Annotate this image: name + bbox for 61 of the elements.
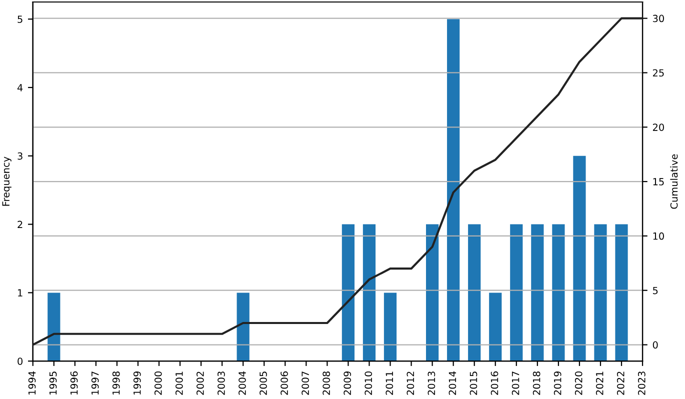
bar [362,224,376,362]
x-tick-label: 2022 [616,372,624,395]
x-tick-label: 2010 [364,371,372,395]
y-tick-label: 4 [17,84,23,92]
y-tick-label: 2 [18,220,22,228]
x-tick-label: 1997 [91,372,99,394]
bar [342,224,355,362]
bar [468,224,481,362]
bar [573,156,586,362]
x-tick-label: 2016 [490,371,498,395]
y2-tick-label: 30 [652,14,664,22]
bar [48,292,60,362]
y-tick-label: 0 [18,358,23,365]
x-tick-label: 2017 [512,372,520,395]
x-tick-label: 2020 [574,371,582,395]
bar [510,224,523,362]
bar [531,224,544,362]
bar [615,224,628,362]
x-tick-label: 2007 [302,372,309,395]
bar [447,19,460,362]
x-tick-label: 2018 [532,371,540,395]
x-tick-label: 2003 [218,372,225,395]
x-tick-label: 2000 [154,371,162,395]
x-tick-label: 1995 [49,372,57,394]
y2-tick-label: 25 [652,69,664,77]
x-tick-label: 2009 [344,372,352,395]
bar [489,292,502,362]
x-tick-label: 1996 [70,371,78,394]
y2-tick-label: 0 [652,341,658,349]
y-tick-label: 3 [18,152,22,160]
x-tick-label: 2023 [638,372,646,395]
x-tick-label: 2013 [428,372,436,395]
bar [594,224,607,362]
x-tick-label: 2015 [470,372,478,395]
y-tick-label: 5 [18,16,22,23]
x-tick-label: 2014 [448,371,456,395]
x-tick-label: 2008 [322,371,330,395]
bar [426,224,439,362]
x-tick-label: 1998 [112,371,120,394]
x-tick-label: 2005 [260,372,267,395]
x-tick-label: 1994 [28,371,36,394]
bar [236,292,250,362]
y2-tick-label: 20 [652,124,664,131]
y-tick-label: 1 [18,289,22,296]
x-tick-label: 2002 [196,372,204,395]
x-tick-label: 2012 [406,372,414,395]
x-tick-label: 2004 [238,371,246,395]
x-tick-label: 2001 [176,372,183,395]
y2-tick-label: 10 [653,232,664,240]
y2-tick-label: 15 [653,178,664,186]
bar [384,292,397,362]
y2-axis-title: Cumulative [670,154,678,209]
x-tick-label: 1999 [133,372,141,394]
y-axis-title: Frequency [2,156,12,206]
x-tick-label: 2006 [280,371,288,395]
x-tick-label: 2021 [596,372,604,395]
bar [552,224,565,362]
y2-tick-label: 5 [653,286,658,294]
x-tick-label: 2019 [554,372,562,395]
x-tick-label: 2011 [386,372,394,395]
line-series [32,17,643,346]
